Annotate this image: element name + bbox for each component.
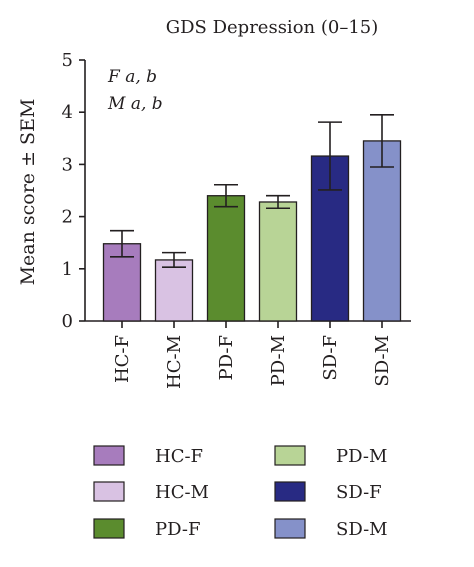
legend-label-pd-f: PD-F	[155, 519, 200, 540]
annotation-male-rest: a, b	[125, 94, 162, 114]
annotation-female: F a, b	[107, 67, 157, 87]
legend-label-pd-m: PD-M	[336, 446, 387, 467]
legend-swatch-sd-f	[274, 481, 306, 502]
x-tick-label: HC-M	[164, 335, 185, 389]
plot-area: 0 1 2 3 4 5 HC-F HC-M PD-F PD-M SD-F SD-M	[62, 50, 411, 389]
legend-label-hc-f: HC-F	[155, 446, 203, 467]
y-tick-label: 4	[62, 102, 73, 123]
legend-swatch-hc-m	[93, 481, 125, 502]
annotation-female-lead: F	[107, 67, 121, 87]
bar-sd-m	[362, 140, 402, 322]
bar-hc-m	[154, 259, 194, 322]
y-tick-label: 3	[62, 154, 73, 175]
legend-swatch-pd-m	[274, 445, 306, 466]
legend-swatch-sd-m	[274, 518, 306, 539]
legend-label-sd-f: SD-F	[336, 482, 382, 503]
y-tick-label: 2	[62, 207, 73, 228]
annotation-female-rest: a, b	[120, 67, 157, 87]
x-tick-label: SD-M	[372, 335, 393, 387]
y-tick-label: 1	[62, 259, 73, 280]
chart-title: GDS Depression (0–15)	[166, 17, 379, 38]
y-tick-label: 0	[62, 311, 73, 332]
x-tick-label: HC-F	[112, 335, 133, 383]
annotation-male: M a, b	[107, 94, 163, 114]
legend-swatch-hc-f	[93, 445, 125, 466]
annotation-group: F a, b M a, b	[107, 67, 163, 114]
legend-label-hc-m: HC-M	[155, 482, 209, 503]
y-tick-label: 5	[62, 50, 73, 71]
legend-label-sd-m: SD-M	[336, 519, 388, 540]
legend: HC-F HC-M PD-F PD-M SD-F SD-M	[93, 445, 388, 540]
x-tick-label: PD-F	[216, 335, 237, 380]
y-axis-label: Mean score ± SEM	[17, 99, 39, 286]
annotation-male-lead: M	[107, 94, 126, 114]
legend-swatch-pd-f	[93, 518, 125, 539]
x-tick-label: SD-F	[320, 335, 341, 381]
bar-pd-m	[258, 201, 298, 322]
x-tick-label: PD-M	[268, 335, 289, 386]
bar-pd-f	[206, 195, 246, 322]
